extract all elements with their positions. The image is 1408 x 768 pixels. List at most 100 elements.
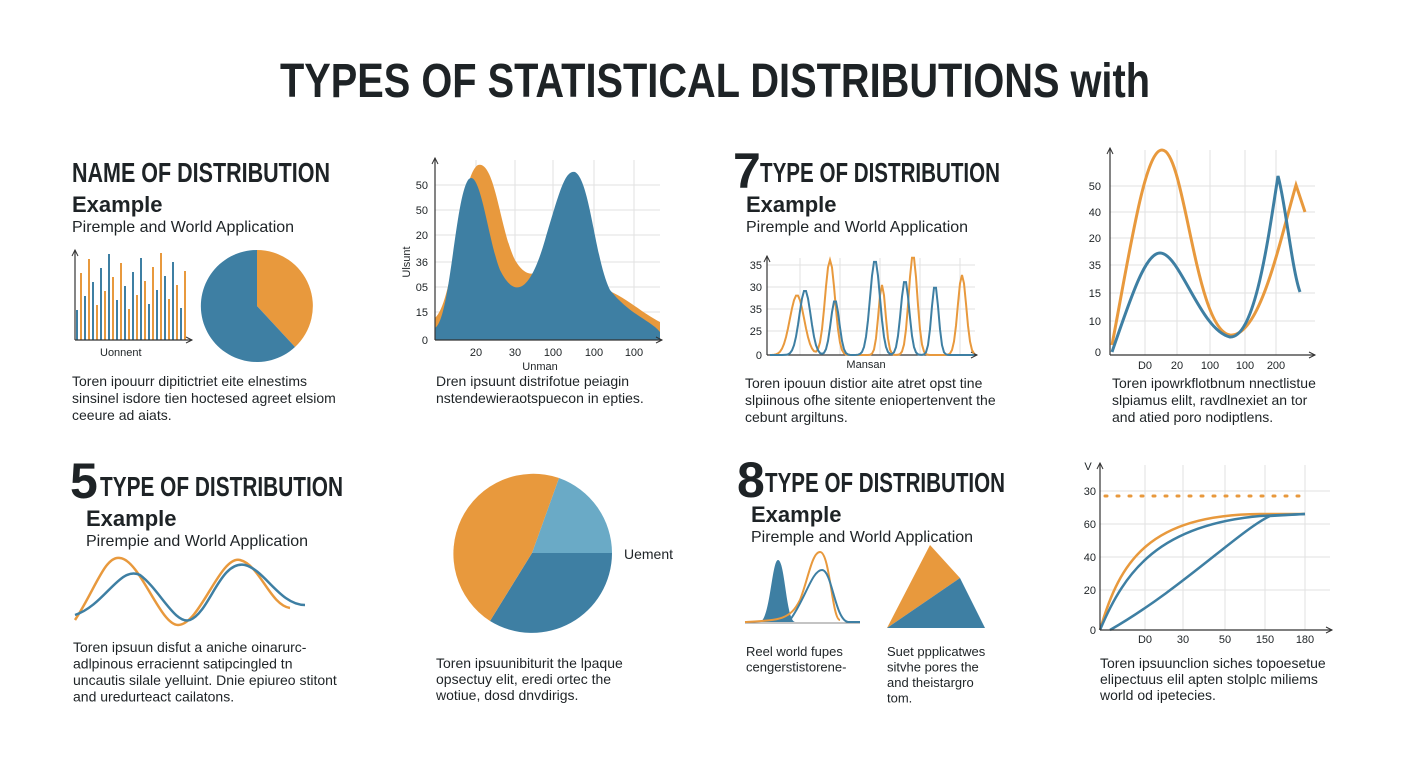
pie-slice — [200, 249, 295, 362]
description-line: slpiamus elilt, ravdlnexiet an tor — [1112, 392, 1308, 408]
x-tick-label: 200 — [1267, 360, 1285, 372]
section-heading: TYPE OF DISTRIBUTION — [100, 471, 343, 502]
section-application: Pirempie and World Application — [86, 533, 308, 550]
y-tick-label: 40 — [1089, 207, 1101, 219]
curve — [1098, 512, 1305, 631]
triangle — [887, 578, 985, 628]
y-tick-label: 60 — [1084, 519, 1096, 531]
x-axis-label: Unman — [522, 361, 557, 373]
section-heading: NAME OF DISTRIBUTION — [72, 157, 330, 188]
caption-line: tom. — [887, 691, 912, 706]
section-subheading: Example — [86, 506, 177, 531]
y-axis-label: Ulsunt — [401, 246, 413, 277]
y-tick-label: 20 — [1089, 233, 1101, 245]
x-tick-label: 20 — [470, 347, 482, 359]
y-tick-label: 35 — [750, 304, 762, 316]
curve — [1098, 512, 1306, 631]
caption-line: sitvhe pores the — [887, 660, 979, 675]
description-line: nstendewieraotspuecon in epties. — [436, 390, 644, 406]
curve — [1110, 175, 1302, 353]
curve — [1109, 512, 1306, 632]
x-tick-label: 20 — [1171, 360, 1183, 372]
x-tick-label: 100 — [1201, 360, 1219, 372]
section-number: 7 — [733, 143, 761, 199]
description-line: wotiue, dosd dnvdirigs. — [435, 687, 578, 703]
x-tick-label: 30 — [509, 347, 521, 359]
y-tick-label: 0 — [756, 350, 762, 362]
x-tick-label: 30 — [1177, 634, 1189, 646]
axis-arrow — [1325, 626, 1334, 634]
description-line: opsectuy elit, eredi ortec the — [436, 671, 611, 687]
y-tick-label: 0 — [1095, 347, 1101, 359]
chart-label: Uonnent — [100, 347, 142, 359]
pie-slice — [490, 553, 612, 633]
caption-line: cengerstistorene- — [746, 660, 846, 675]
x-tick-label: 100 — [585, 347, 603, 359]
area-curve — [435, 171, 660, 340]
description-line: Toren ipouurr dipitictriet eite elnestim… — [72, 373, 307, 389]
description-line: adlpinous erraciennt satipcingled tn — [73, 656, 292, 672]
x-tick-label: 100 — [625, 347, 643, 359]
description-line: slpiinous ofhe sitente eniopertenvent th… — [745, 392, 996, 408]
section-subheading: Example — [751, 502, 842, 527]
description-line: cebunt argiltuns. — [745, 409, 848, 425]
x-tick-label: D0 — [1138, 360, 1152, 372]
axis-arrow — [763, 254, 771, 263]
section-subheading: Example — [746, 192, 837, 217]
page-title: TYPES OF STATISTICAL DISTRIBUTIONS with — [280, 55, 1150, 108]
description-line: uncautis silale yelluint. Dnie epiureo s… — [73, 672, 337, 688]
curve — [744, 550, 841, 623]
y-tick-label: 50 — [416, 180, 428, 192]
description-line: Toren ipouun distior aite atret opst tin… — [745, 375, 983, 391]
y-tick-label: 50 — [1089, 181, 1101, 193]
x-tick-label: 150 — [1256, 634, 1274, 646]
description-line: Dren ipsuunt distrifotue peiagin — [436, 373, 629, 389]
curve — [74, 563, 306, 622]
x-axis-label: Mansan — [846, 359, 885, 371]
description-line: elipectuus elil apten stolplc miliems — [1100, 671, 1318, 687]
description-line: Toren ipowrkflotbnum nnectlistue — [1112, 375, 1316, 391]
x-tick-label: 100 — [544, 347, 562, 359]
axis-arrow — [1096, 461, 1104, 470]
curve — [1110, 148, 1307, 346]
description-line: sinsinel isdore tien hoctesed agreet els… — [72, 390, 336, 406]
y-tick-label: 35 — [1089, 260, 1101, 272]
section-number: 5 — [70, 453, 98, 509]
x-tick-label: 100 — [1236, 360, 1254, 372]
y-tick-label: 20 — [1084, 585, 1096, 597]
pie-slice — [453, 473, 559, 621]
chart-label: Uement — [624, 546, 673, 562]
description-line: and atied poro nodiptlens. — [1112, 409, 1273, 425]
y-tick-label: 50 — [416, 205, 428, 217]
pie-slice — [257, 250, 313, 347]
x-tick-label: 180 — [1296, 634, 1314, 646]
axis-arrow — [431, 156, 439, 165]
description-line: Toren ipsuunclion siches topoesetue — [1100, 655, 1326, 671]
y-tick-label: 30 — [750, 282, 762, 294]
y-tick-label: 25 — [750, 326, 762, 338]
axis-arrow — [71, 248, 79, 257]
x-tick-label: 50 — [1219, 634, 1231, 646]
triangle — [887, 545, 960, 628]
axis-arrow — [185, 336, 194, 344]
area-curve — [760, 560, 795, 622]
curve — [769, 256, 975, 356]
caption-line: Reel world fupes — [746, 644, 843, 659]
y-tick-label: 36 — [416, 257, 428, 269]
description-line: ceeure ad aiats. — [72, 407, 172, 423]
description-line: and uredurteact cailatons. — [73, 689, 234, 705]
section-heading: TYPE OF DISTRIBUTION — [760, 157, 1000, 188]
curve — [770, 260, 974, 356]
axis-arrow — [1308, 351, 1317, 359]
section-application: Piremple and World Application — [746, 219, 968, 236]
caption-line: Suet ppplicatwes — [887, 644, 986, 659]
section-application: Piremple and World Application — [751, 529, 973, 546]
section-heading: TYPE OF DISTRIBUTION — [765, 467, 1005, 498]
description-line: world od ipetecies. — [1099, 687, 1216, 703]
axis-arrow — [655, 336, 664, 344]
pie-slice — [532, 478, 612, 553]
x-tick-label: D0 — [1138, 634, 1152, 646]
description-line: Toren ipsuun disfut a aniche oinarurc- — [73, 639, 307, 655]
curve — [789, 568, 860, 623]
